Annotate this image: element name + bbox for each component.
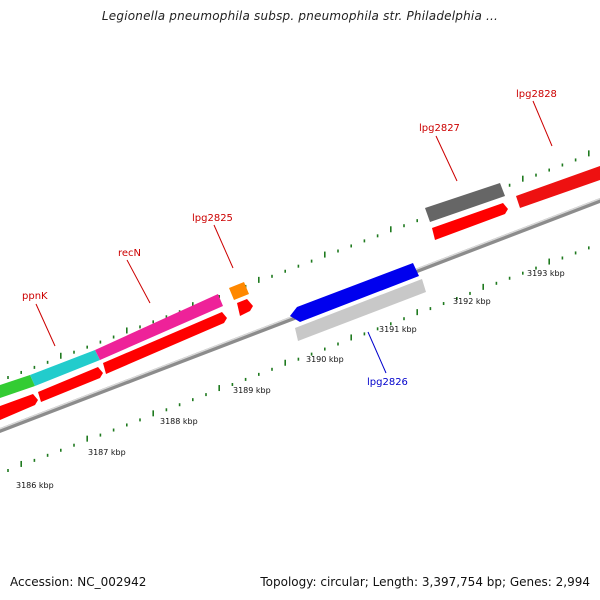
scale-label: 3186 kbp xyxy=(16,481,54,490)
gene-band-cyan[interactable] xyxy=(30,350,100,386)
tick-marks-upper xyxy=(7,150,590,379)
genome-title: Legionella pneumophila subsp. pneumophil… xyxy=(101,9,499,23)
gene-label-recn[interactable]: recN xyxy=(118,248,141,259)
gene-label-ppnk[interactable]: ppnK xyxy=(22,291,48,302)
gene-label-lpg2825[interactable]: lpg2825 xyxy=(192,213,233,224)
scale-label: 3192 kbp xyxy=(453,297,491,306)
gene-band-lpg2828[interactable] xyxy=(516,166,600,208)
gene-band-recn[interactable] xyxy=(95,294,223,360)
cds-arrow-4[interactable] xyxy=(237,299,253,316)
accession-label: Accession: NC_002942 xyxy=(10,575,147,589)
topology-label: Topology: circular; Length: 3,397,754 bp… xyxy=(260,575,590,589)
gene-band-lpg2827[interactable] xyxy=(425,183,505,222)
scale-labels: 3186 kbp 3187 kbp 3188 kbp 3189 kbp 3190 kbp… xyxy=(16,269,565,490)
gene-band-green[interactable] xyxy=(0,375,35,398)
scale-label: 3189 kbp xyxy=(233,386,271,395)
scale-label: 3193 kbp xyxy=(527,269,565,278)
cds-arrow-3[interactable] xyxy=(103,312,227,374)
gene-leader-line xyxy=(126,259,151,304)
cds-arrow-2[interactable] xyxy=(38,367,103,402)
gene-leader-line xyxy=(213,224,234,269)
gene-band-lpg2826[interactable] xyxy=(290,263,419,322)
scale-label: 3190 kbp xyxy=(306,355,344,364)
scale-label: 3187 kbp xyxy=(88,448,126,457)
gene-label-lpg2827[interactable]: lpg2827 xyxy=(419,123,460,134)
gene-label-lpg2828[interactable]: lpg2828 xyxy=(516,89,557,100)
gene-leader-line xyxy=(435,135,458,182)
cds-arrow-1[interactable] xyxy=(0,394,38,420)
tick-marks-lower xyxy=(7,246,590,472)
gene-band-lpg2825[interactable] xyxy=(229,282,249,300)
gene-labels: ppnK recN lpg2825 lpg2826 lpg2827 lpg2828 xyxy=(22,89,557,388)
scale-label: 3188 kbp xyxy=(160,417,198,426)
gene-label-lpg2826[interactable]: lpg2826 xyxy=(367,377,408,388)
gene-leader-line xyxy=(367,331,387,374)
gene-band-lpg2826-shadow[interactable] xyxy=(295,279,426,341)
gene-leader-line xyxy=(532,100,553,147)
gene-leader-line xyxy=(35,303,56,347)
cds-arrow-5[interactable] xyxy=(432,203,508,240)
scale-label: 3191 kbp xyxy=(379,325,417,334)
